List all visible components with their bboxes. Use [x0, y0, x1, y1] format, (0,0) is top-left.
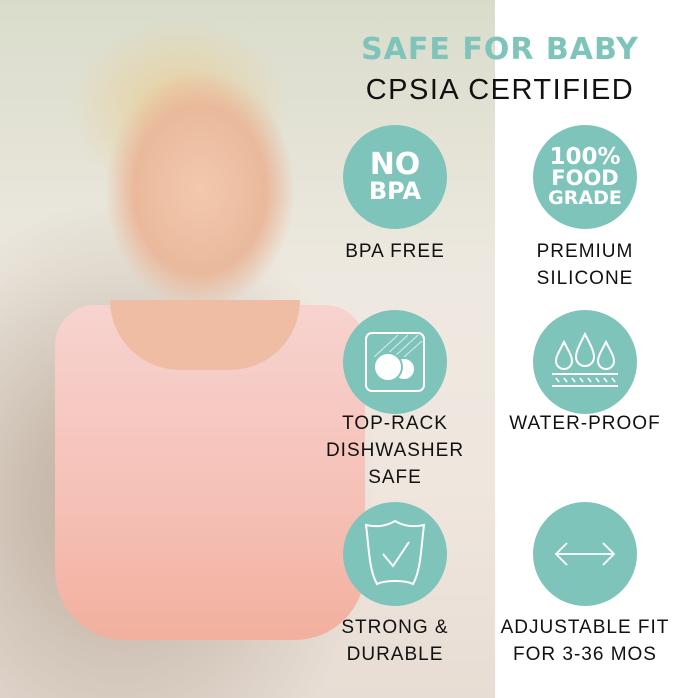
- badge-line: FOOD: [551, 165, 619, 190]
- badge-line: 100%: [549, 144, 621, 171]
- shield-check-icon: [364, 519, 426, 586]
- subheadline: CPSIA CERTIFIED: [365, 74, 635, 106]
- headline: SAFE FOR BABY: [361, 32, 639, 67]
- feature-label-dishwasher-safe: TOP-RACK DISHWASHER SAFE: [325, 413, 465, 488]
- dishwasher-badge: [343, 310, 447, 414]
- badge-line: NO: [369, 147, 421, 183]
- waterproof-badge: [533, 310, 637, 414]
- food-grade-badge: 100% FOOD GRADE: [533, 125, 637, 229]
- double-arrow-icon: [554, 542, 616, 566]
- feature-label-adjustable-fit: ADJUSTABLE FIT FOR 3-36 MOS: [500, 617, 670, 665]
- durable-badge: [343, 502, 447, 606]
- no-bpa-badge: NO BPA: [343, 125, 447, 229]
- feature-label-waterproof: WATER-PROOF: [509, 413, 661, 434]
- baby-neck: [110, 300, 300, 370]
- feature-label-bpa-free: BPA FREE: [345, 241, 445, 262]
- adjustable-badge: [533, 502, 637, 606]
- badge-line: BPA: [368, 176, 422, 205]
- badge-line: GRADE: [548, 186, 622, 209]
- feature-label-premium-silicone: PREMIUM SILICONE: [536, 241, 634, 289]
- water-drops-icon: [552, 332, 618, 387]
- feature-label-strong-durable: STRONG & DURABLE: [341, 617, 449, 665]
- dishwasher-icon: [365, 332, 425, 392]
